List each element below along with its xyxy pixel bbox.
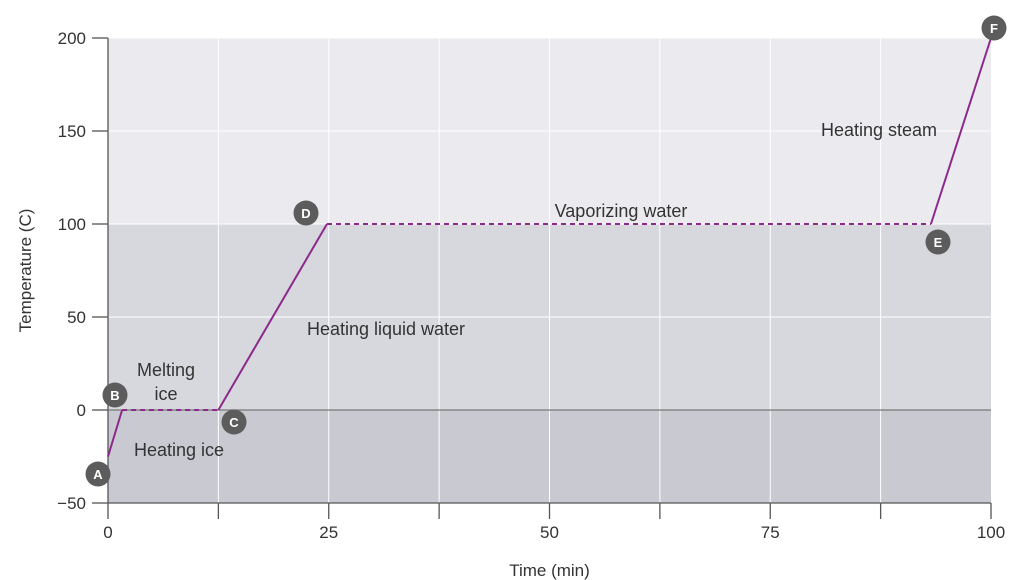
y-tick-label: 100 xyxy=(58,215,86,234)
annotation-line: Heating liquid water xyxy=(307,319,465,339)
x-axis-title: Time (min) xyxy=(509,561,590,580)
annotation-line: ice xyxy=(154,384,177,404)
y-axis-title: Temperature (C) xyxy=(16,209,35,333)
annotation-0: Heating ice xyxy=(134,440,224,460)
marker-circle xyxy=(85,461,111,487)
axes: −50 0 50 100 150 200 0 25 50 75 100 xyxy=(57,29,1005,542)
marker-label: E xyxy=(934,235,943,250)
marker-circle xyxy=(221,409,247,435)
x-tick-label: 0 xyxy=(103,523,112,542)
y-tick-label: 0 xyxy=(77,401,86,420)
y-tick-label: 150 xyxy=(58,122,86,141)
marker-label: F xyxy=(990,21,998,36)
y-tick-label: −50 xyxy=(57,494,86,513)
x-tick-label: 25 xyxy=(319,523,338,542)
annotation-line: Melting xyxy=(137,360,195,380)
marker-label: D xyxy=(301,206,310,221)
annotation-1: Melting ice xyxy=(137,360,195,404)
marker-label: C xyxy=(229,415,239,430)
curve-segment-4 xyxy=(930,37,992,225)
marker-e: E xyxy=(925,229,951,255)
curve-segment-0 xyxy=(107,409,124,457)
data-series xyxy=(107,37,992,457)
marker-b: B xyxy=(102,382,128,408)
x-tick-label: 75 xyxy=(761,523,780,542)
annotation-line: Heating ice xyxy=(134,440,224,460)
annotations: Heating ice Melting ice Heating liquid wate… xyxy=(134,120,937,460)
marker-d: D xyxy=(293,200,319,226)
annotation-line: Vaporizing water xyxy=(555,201,688,221)
annotation-2: Heating liquid water xyxy=(307,319,465,339)
annotation-4: Heating steam xyxy=(821,120,937,140)
curve-segment-2 xyxy=(217,223,328,411)
marker-f: F xyxy=(981,15,1007,41)
marker-circle xyxy=(981,15,1007,41)
y-tick-label: 200 xyxy=(58,29,86,48)
annotation-line: Heating steam xyxy=(821,120,937,140)
annotation-3: Vaporizing water xyxy=(555,201,688,221)
marker-label: B xyxy=(110,388,119,403)
marker-label: A xyxy=(93,467,103,482)
point-markers: A B C D E F xyxy=(85,15,1007,487)
x-tick-label: 100 xyxy=(977,523,1005,542)
marker-c: C xyxy=(221,409,247,435)
marker-circle xyxy=(293,200,319,226)
marker-circle xyxy=(102,382,128,408)
x-tick-label: 50 xyxy=(540,523,559,542)
marker-a: A xyxy=(85,461,111,487)
y-tick-label: 50 xyxy=(67,308,86,327)
marker-circle xyxy=(925,229,951,255)
